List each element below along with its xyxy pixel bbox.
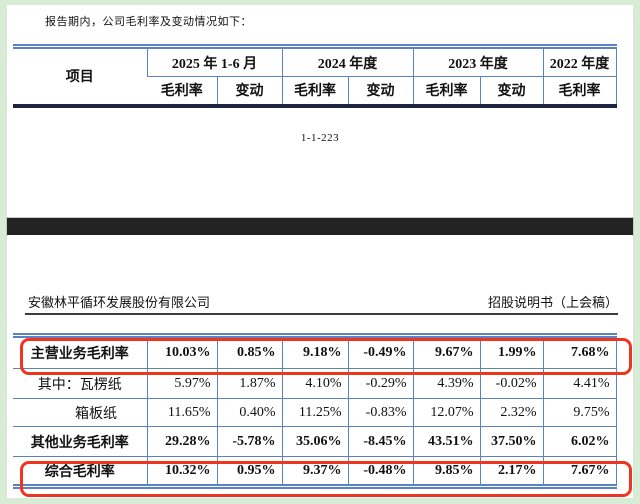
gross-margin-table-header: 项目 2025 年 1-6 月 2024 年度 2023 年度 2022 年度 …: [13, 44, 617, 108]
cell-value: -0.83%: [347, 398, 413, 427]
subheader-2023-change: 变动: [479, 76, 544, 106]
cell-value: 0.40%: [216, 398, 282, 427]
page-1: 报告期内，公司毛利率及变动情况如下： 项目 2025 年 1-6 月 2024 …: [7, 5, 633, 218]
intro-paragraph: 报告期内，公司毛利率及变动情况如下：: [45, 16, 252, 28]
cell-value: 35.06%: [281, 426, 348, 457]
cell-value: -0.02%: [479, 368, 543, 399]
header-doc-title: 招股说明书（上会稿）: [487, 295, 618, 310]
cell-value: -0.48%: [347, 456, 413, 487]
col-header-2024: 2024 年度: [281, 46, 414, 77]
row-label: 其他业务毛利率: [13, 426, 147, 457]
cell-value: 5.97%: [146, 368, 217, 399]
cell-value: -8.45%: [347, 426, 413, 457]
subheader-2023-margin: 毛利率: [412, 76, 481, 106]
col-header-2025h1: 2025 年 1-6 月: [146, 46, 283, 77]
gross-margin-table-body: 主营业务毛利率 10.03% 0.85% 9.18% -0.49% 9.67% …: [13, 333, 617, 489]
col-header-2023: 2023 年度: [412, 46, 544, 77]
cell-value: 9.18%: [281, 335, 348, 369]
page-break-bar: [7, 218, 633, 235]
subheader-2025-change: 变动: [216, 76, 283, 106]
page-2: 安徽林平循环发展股份有限公司 招股说明书（上会稿） 主营业务毛利率 10.03%…: [7, 235, 633, 498]
cell-value: 7.68%: [542, 335, 616, 369]
table-row-overall: 综合毛利率 10.32% 0.95% 9.37% -0.48% 9.85% 2.…: [13, 456, 616, 487]
table-row-other-business: 其他业务毛利率 29.28% -5.78% 35.06% -8.45% 43.5…: [13, 426, 616, 457]
cell-value: 9.67%: [412, 335, 480, 369]
table-row-containerboard: 箱板纸 11.65% 0.40% 11.25% -0.83% 12.07% 2.…: [13, 398, 616, 427]
cell-value: 43.51%: [412, 426, 480, 457]
row-label: 其中：瓦楞纸: [13, 368, 147, 399]
row-label: 主营业务毛利率: [13, 335, 147, 369]
cell-value: 1.87%: [216, 368, 282, 399]
header-company-name: 安徽林平循环发展股份有限公司: [28, 295, 211, 310]
cell-value: 7.67%: [542, 456, 616, 487]
header-row-metrics: 毛利率 变动 毛利率 变动 毛利率 变动 毛利率: [13, 76, 617, 106]
cell-value: -5.78%: [216, 426, 282, 457]
subheader-2025-margin: 毛利率: [160, 84, 203, 100]
row-label: 箱板纸: [13, 398, 147, 427]
subheader-2022-margin: 毛利率: [542, 76, 617, 106]
col-header-2022: 2022 年度: [542, 46, 617, 77]
header-rule: [25, 313, 618, 315]
cell-value: 6.02%: [542, 426, 616, 457]
cell-value: -0.49%: [347, 335, 413, 369]
table-row-main-business: 主营业务毛利率 10.03% 0.85% 9.18% -0.49% 9.67% …: [13, 335, 616, 369]
subheader-2024-margin: 毛利率: [281, 76, 349, 106]
cell-value: 0.95%: [216, 456, 282, 487]
cell-value: 2.32%: [479, 398, 543, 427]
cell-value: 4.10%: [281, 368, 348, 399]
cell-value: 4.41%: [542, 368, 616, 399]
running-header: 安徽林平循环发展股份有限公司 招股说明书（上会稿）: [28, 293, 618, 311]
cell-value: -0.29%: [347, 368, 413, 399]
row-label: 综合毛利率: [44, 464, 115, 480]
cell-value: 9.75%: [542, 398, 616, 427]
cell-value: 10.03%: [146, 335, 217, 369]
cell-value: 9.85%: [412, 456, 480, 487]
cell-value: 9.37%: [281, 456, 348, 487]
cell-value: 37.50%: [479, 426, 543, 457]
cell-value: 11.25%: [281, 398, 348, 427]
cell-value: 10.32%: [146, 456, 217, 487]
cell-value: 29.28%: [146, 426, 217, 457]
col-header-item: 项目: [13, 46, 147, 106]
cell-value: 1.99%: [479, 335, 543, 369]
cell-value: 11.65%: [146, 398, 217, 427]
subheader-2024-change: 变动: [347, 76, 414, 106]
cell-value: 4.39%: [412, 368, 480, 399]
header-row-periods: 项目 2025 年 1-6 月 2024 年度 2023 年度 2022 年度: [13, 46, 617, 106]
table-row-corrugated-paper: 其中：瓦楞纸 5.97% 1.87% 4.10% -0.29% 4.39% -0…: [13, 368, 616, 399]
cell-value: 0.85%: [216, 335, 282, 369]
page-number: 1-1-223: [300, 132, 340, 144]
cell-value: 12.07%: [412, 398, 480, 427]
cell-value: 2.17%: [479, 456, 543, 487]
